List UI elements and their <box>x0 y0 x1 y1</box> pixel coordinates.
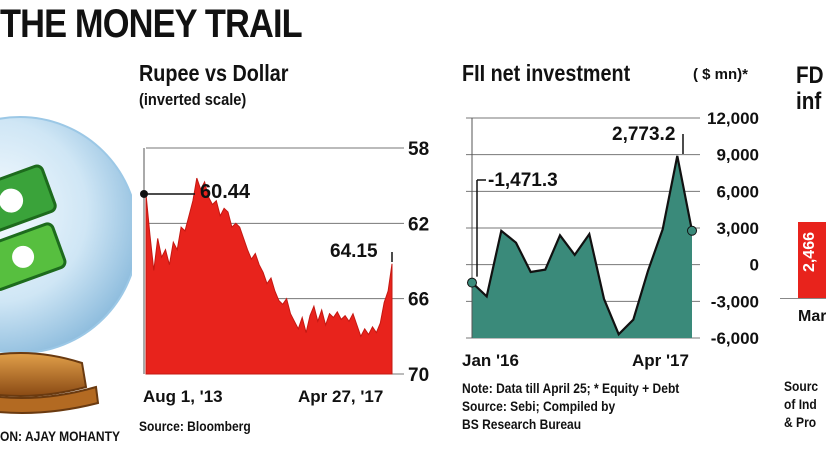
fd-bar-value: 2,466 <box>801 232 818 273</box>
fii-y-tick: -6,000 <box>711 329 759 348</box>
rupee-x-label-start: Aug 1, '13 <box>143 387 223 406</box>
fd-panel-clipped: FD inf 2,466 Mar Sourc of Ind & Pro <box>780 62 826 462</box>
fii-note-line-2: Source: Sebi; Compiled by <box>462 398 616 414</box>
fii-start-marker <box>467 277 477 288</box>
rupee-y-tick: 66 <box>408 290 429 311</box>
rupee-area <box>145 177 393 375</box>
fii-note-line-3: BS Research Bureau <box>462 416 582 432</box>
fd-source-line-3: & Pro <box>784 414 817 430</box>
fii-y-tick: 6,000 <box>716 182 759 201</box>
fii-area <box>472 155 692 338</box>
rupee-y-tick: 58 <box>408 139 429 160</box>
fii-end-label: 2,773.2 <box>612 124 675 145</box>
rupee-chart-subtitle: (inverted scale) <box>139 90 247 109</box>
rupee-chart: 58 62 66 70 60.44 64.15 Aug 1, '13 Apr 27, '17 <box>140 139 429 406</box>
fd-bar <box>798 222 826 298</box>
fii-chart-title: FII net investment <box>462 60 631 86</box>
illustration-credit: ON: AJAY MOHANTY <box>0 428 120 444</box>
fd-source-line-2: of Ind <box>784 396 817 412</box>
fii-start-label: -1,471.3 <box>488 170 558 191</box>
money-icon <box>0 164 67 291</box>
ball-stand <box>0 352 88 397</box>
rupee-y-tick: 62 <box>408 214 429 235</box>
headline: THE MONEY TRAIL <box>0 2 303 46</box>
fii-y-tick: 3,000 <box>716 219 759 238</box>
fii-end-marker <box>687 225 697 236</box>
fii-note-line-1: Note: Data till April 25; * Equity + Deb… <box>462 380 680 396</box>
fii-x-label-start: Jan '16 <box>462 351 519 370</box>
rupee-x-label-end: Apr 27, '17 <box>298 387 383 406</box>
fii-line <box>471 155 694 337</box>
fii-y-tick: 9,000 <box>716 146 759 165</box>
fii-y-tick: -3,000 <box>711 292 759 311</box>
rupee-y-tick: 70 <box>408 365 429 386</box>
rupee-end-label: 64.15 <box>330 241 378 262</box>
fd-x-label: Mar <box>798 308 826 325</box>
rupee-chart-title: Rupee vs Dollar <box>139 60 289 86</box>
fii-y-tick: 12,000 <box>707 109 759 128</box>
fd-title-line-2: inf <box>796 88 822 115</box>
fii-chart-unit: ( $ mn)* <box>693 66 749 83</box>
rupee-chart-source: Source: Bloomberg <box>139 418 251 434</box>
fii-chart: 12,000 9,000 6,000 3,000 0 -3,000 -6,000 -1,471… <box>462 109 759 370</box>
rupee-start-label: 60.44 <box>200 181 251 203</box>
fii-y-tick: 0 <box>750 256 759 275</box>
fd-title-line-1: FD <box>796 62 824 89</box>
crystal-ball-illustration <box>0 116 132 414</box>
fd-source-line-1: Sourc <box>784 378 819 394</box>
fii-x-label-end: Apr '17 <box>632 351 689 370</box>
